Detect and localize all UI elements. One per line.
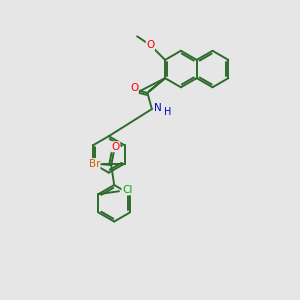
Text: O: O	[130, 83, 138, 94]
Text: O: O	[112, 142, 120, 152]
Text: Br: Br	[88, 158, 100, 169]
Text: O: O	[146, 40, 154, 50]
Text: H: H	[164, 107, 172, 117]
Text: N: N	[154, 103, 162, 112]
Text: Cl: Cl	[122, 185, 132, 195]
